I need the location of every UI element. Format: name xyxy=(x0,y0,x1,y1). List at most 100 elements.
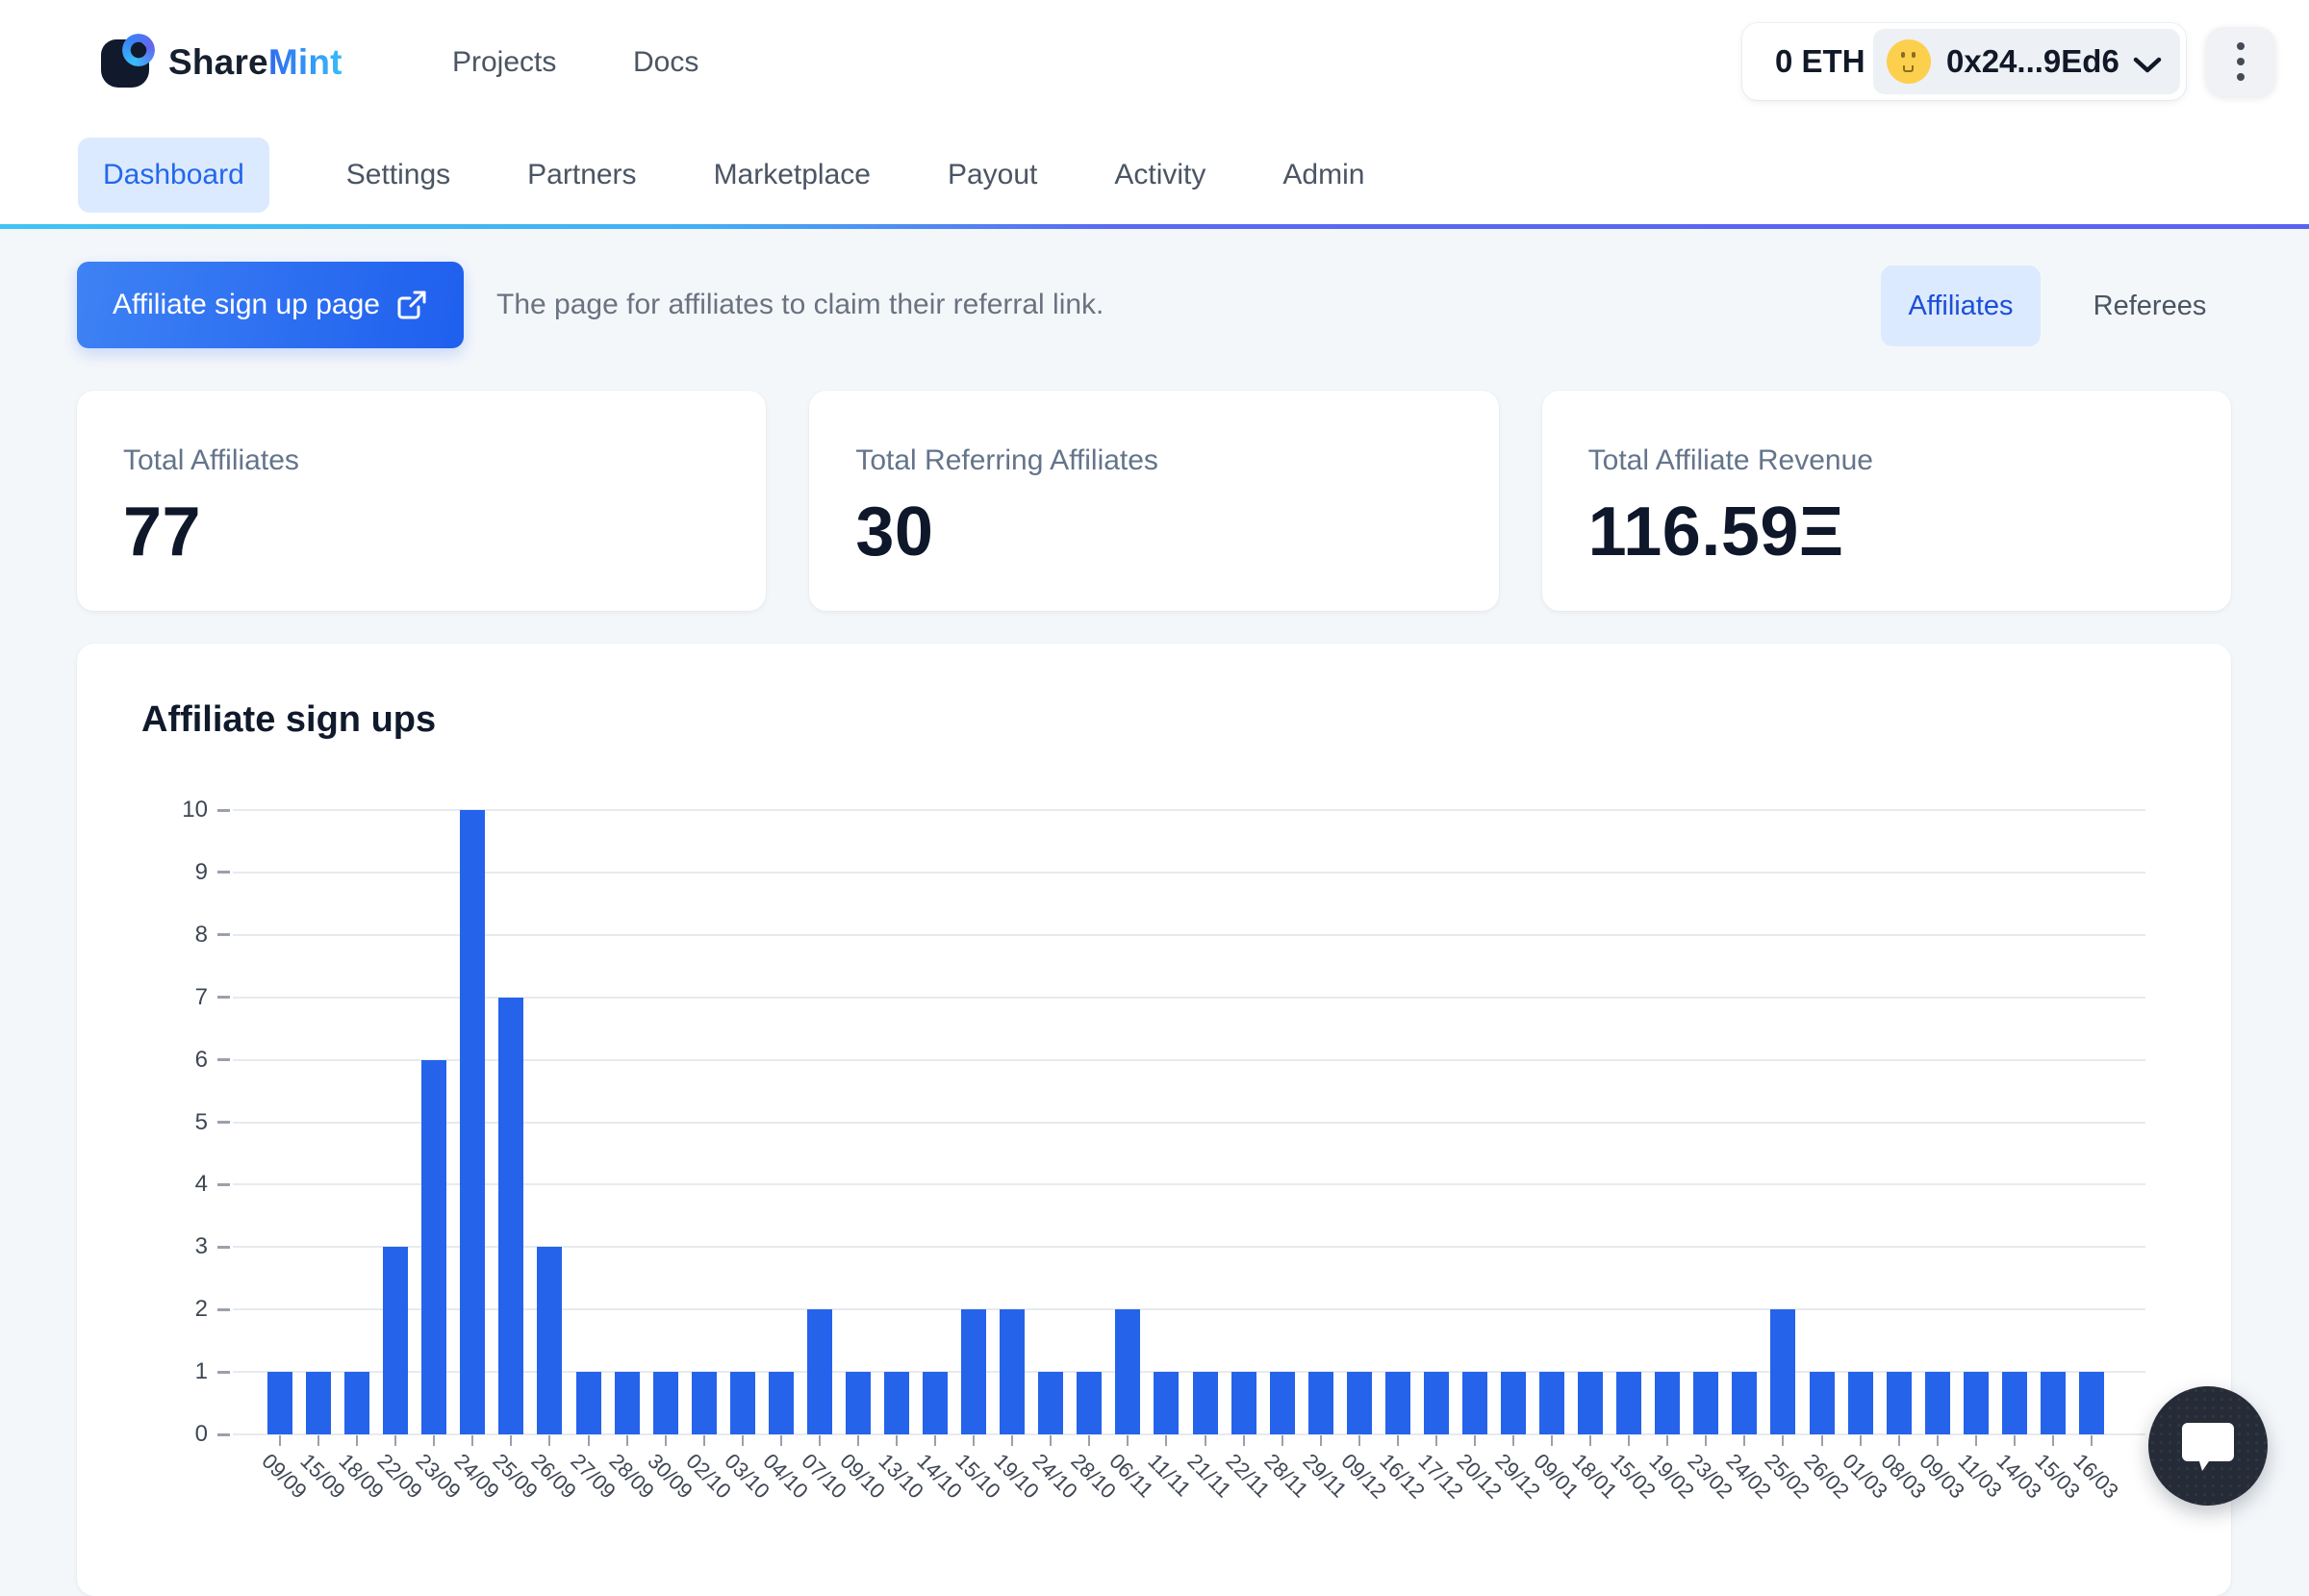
bar-17/12 xyxy=(1424,1372,1449,1434)
bar-14/10 xyxy=(923,1372,948,1434)
bar-09/01 xyxy=(1539,1372,1564,1434)
x-axis-tick xyxy=(1127,1435,1129,1446)
bar-18/01 xyxy=(1578,1372,1603,1434)
y-axis-label: 7 xyxy=(146,983,208,1012)
wallet-pill: 0 ETH 0x24...9Ed6 xyxy=(1742,23,2186,100)
x-axis-tick xyxy=(548,1435,550,1446)
y-axis-label: 10 xyxy=(146,796,208,824)
bar-16/03 xyxy=(2079,1372,2104,1434)
x-axis-tick xyxy=(1860,1435,1862,1446)
bar-19/10 xyxy=(1000,1309,1025,1434)
chat-launcher-button[interactable] xyxy=(2148,1386,2268,1506)
tab-payout[interactable]: Payout xyxy=(948,138,1037,213)
y-axis-label: 5 xyxy=(146,1108,208,1137)
y-axis-tick xyxy=(217,1121,230,1124)
affiliate-signup-button[interactable]: Affiliate sign up page xyxy=(77,262,464,348)
tab-bar: Dashboard Settings Partners Marketplace … xyxy=(78,125,1364,224)
bar-11/11 xyxy=(1154,1372,1179,1434)
chat-icon xyxy=(2180,1419,2236,1473)
x-axis-tick xyxy=(317,1435,319,1446)
x-axis-tick xyxy=(279,1435,281,1446)
x-axis-tick xyxy=(1088,1435,1090,1446)
stat-label: Total Referring Affiliates xyxy=(855,444,1498,477)
x-axis-tick xyxy=(1358,1435,1360,1446)
bar-28/09 xyxy=(615,1372,640,1434)
x-axis-tick xyxy=(1975,1435,1977,1446)
gridline xyxy=(233,934,2145,936)
bar-03/10 xyxy=(730,1372,755,1434)
x-axis-tick xyxy=(510,1435,512,1446)
x-axis-tick xyxy=(780,1435,782,1446)
y-axis-tick xyxy=(217,1308,230,1311)
x-axis-tick xyxy=(1937,1435,1939,1446)
avatar xyxy=(1887,39,1931,84)
stat-card-affiliate-revenue: Total Affiliate Revenue 116.59Ξ xyxy=(1542,391,2231,611)
wallet-address-button[interactable]: 0x24...9Ed6 xyxy=(1873,29,2180,94)
bar-15/10 xyxy=(961,1309,986,1434)
y-axis-label: 2 xyxy=(146,1295,208,1324)
chart-title: Affiliate sign ups xyxy=(141,699,436,741)
x-axis-tick xyxy=(896,1435,898,1446)
brand-name: ShareMint xyxy=(168,42,343,83)
stat-value: 77 xyxy=(123,493,766,571)
bar-22/11 xyxy=(1231,1372,1256,1434)
x-axis-tick xyxy=(433,1435,435,1446)
toggle-affiliates[interactable]: Affiliates xyxy=(1881,266,2041,346)
bar-21/11 xyxy=(1193,1372,1218,1434)
y-axis-tick xyxy=(217,809,230,812)
bar-11/03 xyxy=(1964,1372,1989,1434)
bar-07/10 xyxy=(807,1309,832,1434)
logo-mark-icon xyxy=(101,38,151,88)
overflow-menu-button[interactable] xyxy=(2206,27,2275,96)
y-axis-label: 0 xyxy=(146,1420,208,1449)
bar-20/12 xyxy=(1462,1372,1487,1434)
wallet-address: 0x24...9Ed6 xyxy=(1946,43,2119,80)
x-axis-tick xyxy=(1589,1435,1591,1446)
wallet-balance: 0 ETH xyxy=(1775,43,1865,80)
bar-24/09 xyxy=(460,810,485,1434)
bar-09/12 xyxy=(1347,1372,1372,1434)
y-axis-label: 6 xyxy=(146,1046,208,1075)
y-axis-label: 4 xyxy=(146,1170,208,1199)
tab-settings[interactable]: Settings xyxy=(346,138,450,213)
gridline xyxy=(233,809,2145,811)
x-axis-tick xyxy=(742,1435,744,1446)
tab-partners[interactable]: Partners xyxy=(527,138,636,213)
stat-card-total-affiliates: Total Affiliates 77 xyxy=(77,391,766,611)
bar-23/02 xyxy=(1693,1372,1718,1434)
x-axis-tick xyxy=(1743,1435,1745,1446)
tab-activity[interactable]: Activity xyxy=(1114,138,1205,213)
x-axis-tick xyxy=(1165,1435,1167,1446)
bar-29/12 xyxy=(1501,1372,1526,1434)
tab-admin[interactable]: Admin xyxy=(1282,138,1364,213)
nav-link-projects[interactable]: Projects xyxy=(452,0,556,125)
stat-label: Total Affiliates xyxy=(123,444,766,477)
x-axis-tick xyxy=(1551,1435,1553,1446)
bar-25/09 xyxy=(498,998,523,1434)
x-axis-tick xyxy=(857,1435,859,1446)
x-axis-tick xyxy=(1050,1435,1052,1446)
tab-dashboard[interactable]: Dashboard xyxy=(78,138,269,213)
bar-28/10 xyxy=(1077,1372,1102,1434)
bar-28/11 xyxy=(1270,1372,1295,1434)
tab-marketplace[interactable]: Marketplace xyxy=(714,138,871,213)
x-axis-tick xyxy=(1821,1435,1823,1446)
y-axis-tick xyxy=(217,1246,230,1249)
y-axis-tick xyxy=(217,1058,230,1061)
y-axis-tick xyxy=(217,1371,230,1374)
x-axis-tick xyxy=(703,1435,705,1446)
y-axis-tick xyxy=(217,871,230,874)
bar-22/09 xyxy=(383,1247,408,1434)
x-axis-tick xyxy=(1512,1435,1514,1446)
toggle-referees[interactable]: Referees xyxy=(2068,266,2231,346)
x-axis-tick xyxy=(1243,1435,1245,1446)
x-axis-tick xyxy=(819,1435,821,1446)
bar-24/10 xyxy=(1038,1372,1063,1434)
bar-30/09 xyxy=(653,1372,678,1434)
y-axis-label: 3 xyxy=(146,1232,208,1261)
stats-row: Total Affiliates 77 Total Referring Affi… xyxy=(77,391,2231,611)
bar-18/09 xyxy=(344,1372,369,1434)
stat-value: 116.59Ξ xyxy=(1588,493,2231,571)
nav-link-docs[interactable]: Docs xyxy=(633,0,698,125)
bar-09/03 xyxy=(1925,1372,1950,1434)
